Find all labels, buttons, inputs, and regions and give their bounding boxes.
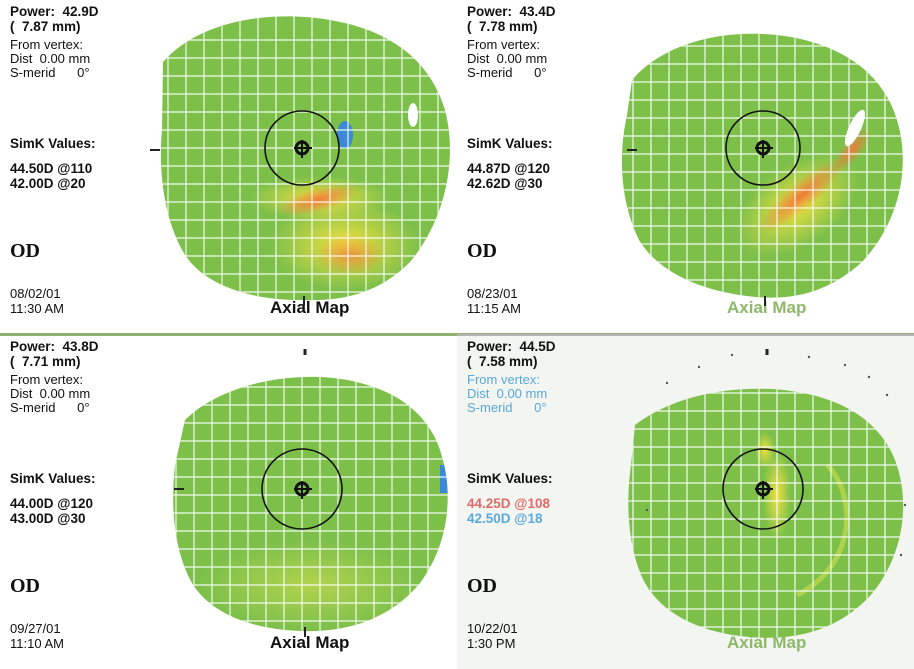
eye-label: OD [467,240,497,262]
simk-values: 44.50D @110 42.00D @20 [10,161,93,191]
vertex-info: From vertex: Dist 0.00 mm S-merid 0° [10,372,91,415]
corneal-axial-map [621,33,903,306]
corneal-axial-map [628,349,907,638]
map-title: Axial Map [270,633,350,652]
power-readout: Power: 43.8D( 7.71 mm) [10,339,99,369]
topography-panel-2: Power: 43.4D( 7.78 mm) From vertex: Dist … [457,0,914,334]
map-title: Axial Map [270,298,350,317]
exam-datetime: 09/27/01 11:10 AM [10,621,64,651]
map-title: Axial Map [727,633,807,652]
vertex-info: From vertex: Dist 0.00 mm S-merid 0° [10,37,91,80]
topography-panel-3: Power: 43.8D( 7.71 mm) From vertex: Dist … [0,335,457,669]
power-readout: Power: 43.4D( 7.78 mm) [467,4,556,34]
corneal-axial-map [173,349,448,637]
simk-values: 44.25D @108 42.50D @18 [467,496,550,526]
topography-panel-4: Power: 44.5D( 7.58 mm) From vertex: Dist … [457,335,914,669]
exam-datetime: 08/23/01 11:15 AM [467,286,521,316]
simk-title: SimK Values: [10,136,96,151]
map-title: Axial Map [727,298,807,317]
vertex-info: From vertex: Dist 0.00 mm S-merid 0° [467,372,548,415]
simk-values: 44.87D @120 42.62D @30 [467,161,550,191]
corneal-axial-map [150,16,450,306]
topography-panel-1: Power: 42.9D( 7.87 mm) From vertex: Dist … [0,0,457,334]
simk-title: SimK Values: [467,136,553,151]
exam-datetime: 08/02/01 11:30 AM [10,286,64,316]
eye-label: OD [10,240,40,262]
simk-title: SimK Values: [467,471,553,486]
power-readout: Power: 44.5D( 7.58 mm) [467,339,556,369]
section-divider-right [457,334,914,336]
exam-datetime: 10/22/01 1:30 PM [467,621,518,651]
vertex-info: From vertex: Dist 0.00 mm S-merid 0° [467,37,548,80]
simk-values: 44.00D @120 43.00D @30 [10,496,93,526]
eye-label: OD [10,575,40,597]
eye-label: OD [467,575,497,597]
power-readout: Power: 42.9D( 7.87 mm) [10,4,99,34]
simk-title: SimK Values: [10,471,96,486]
